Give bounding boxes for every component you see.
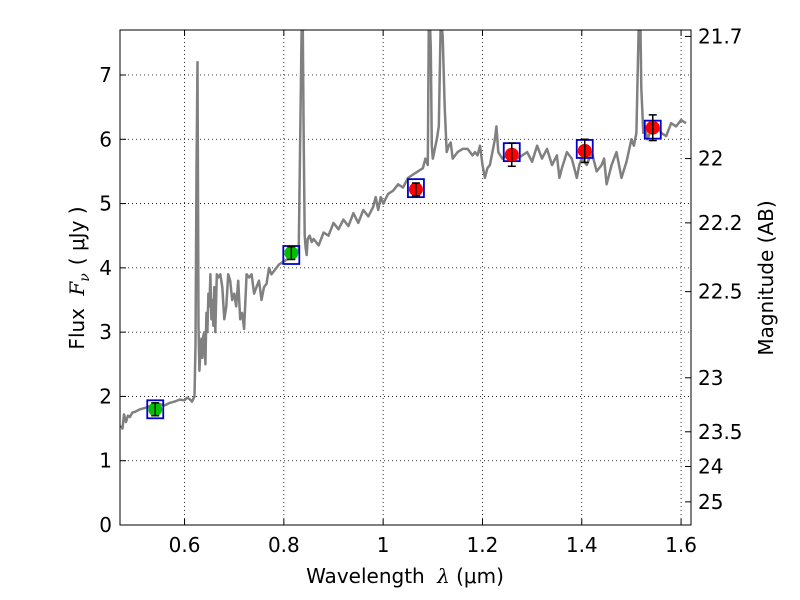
model-photometry-square [146, 399, 165, 420]
y2-tick-label: 23 [698, 366, 723, 390]
x-tick-label: 1 [377, 533, 390, 557]
y-tick-label: 2 [99, 384, 112, 408]
y-axis-label-subscript: ν [77, 273, 93, 282]
points-group [146, 114, 662, 420]
y-axis-label: Flux Fν ( μJy ) [65, 206, 93, 349]
ticks-group: 0.6 0.8 1 1.2 1.4 1.60123456721.72222.222.523… [99, 24, 742, 557]
y2-tick-label: 22.5 [698, 280, 743, 304]
y2-tick-label: 25 [698, 490, 723, 514]
y-axis-label-symbol: F [65, 281, 89, 297]
y-axis-label-unit: ( μJy ) [65, 206, 89, 265]
x-axis-label-text: Wavelength [306, 564, 425, 588]
x-axis-label: Wavelength λ (μm) [306, 564, 504, 588]
x-tick-label: 1.4 [566, 533, 598, 557]
y-axis-label-text: Flux [65, 308, 89, 350]
y-tick-label: 0 [99, 513, 112, 537]
x-axis-label-unit: (μm) [456, 564, 504, 588]
y-tick-label: 7 [99, 63, 112, 87]
y2-tick-label: 23.5 [698, 420, 743, 444]
y2-tick-label: 22.2 [698, 211, 743, 235]
y-tick-label: 5 [99, 192, 112, 216]
x-tick-label: 1.2 [467, 533, 499, 557]
y-tick-label: 6 [99, 127, 112, 151]
y-tick-label: 4 [99, 256, 112, 280]
plot-frame [119, 29, 692, 526]
y2-tick-label: 24 [698, 455, 723, 479]
model-spectrum-group [120, 30, 687, 430]
x-tick-label: 0.8 [268, 533, 300, 557]
model-photometry-square [407, 178, 425, 199]
y-tick-label: 1 [99, 449, 112, 473]
grid [120, 30, 691, 526]
y2-axis-label: Magnitude (AB) [754, 200, 778, 355]
model-spectrum-line [120, 30, 687, 430]
x-tick-label: 1.6 [665, 533, 697, 557]
x-axis-label-symbol: λ [436, 564, 450, 588]
y-tick-label: 3 [99, 320, 112, 344]
x-tick-label: 0.6 [169, 533, 201, 557]
y2-tick-label: 22 [698, 147, 723, 171]
y2-tick-label: 21.7 [698, 24, 743, 48]
